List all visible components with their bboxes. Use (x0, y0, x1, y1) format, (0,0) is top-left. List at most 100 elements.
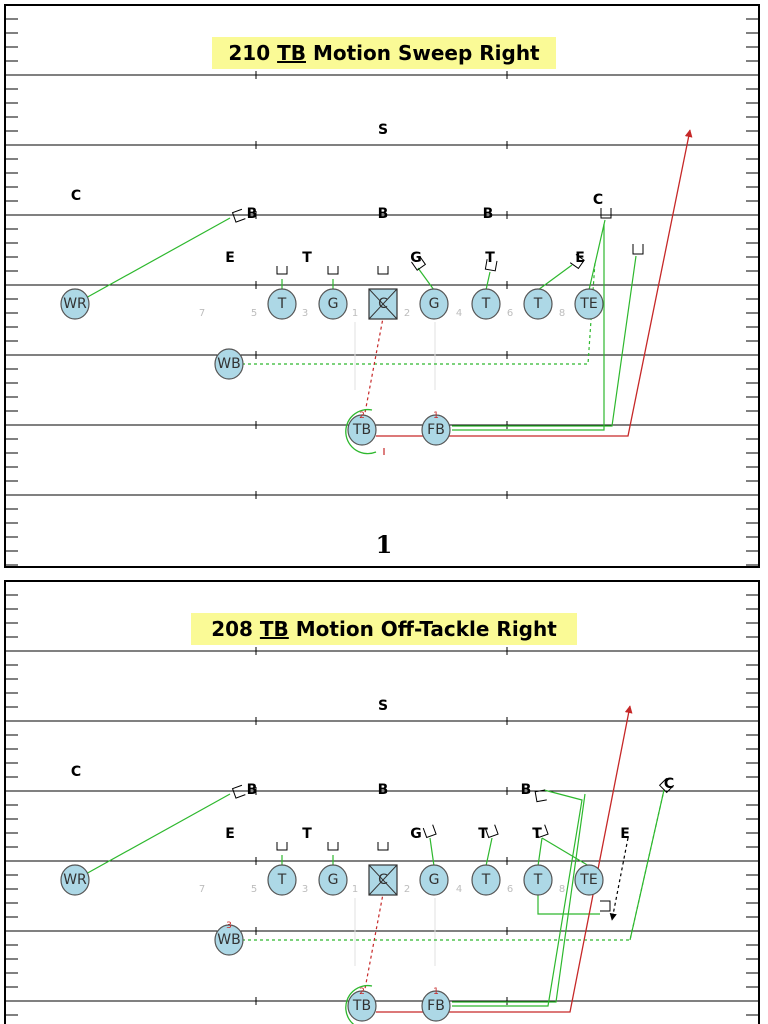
block-bracket (231, 208, 246, 223)
defender-e-right: E (575, 250, 585, 266)
block-bracket (327, 266, 339, 275)
player-circle (421, 414, 451, 446)
hole-number: 5 (251, 308, 257, 319)
center-cross (368, 864, 398, 896)
defender-c-left: C (71, 764, 81, 780)
player-label: WB (217, 932, 240, 948)
player-label: FB (427, 998, 445, 1014)
player-g-lg: G (318, 288, 348, 320)
player-label: G (328, 872, 339, 888)
player-label: G (429, 872, 440, 888)
title-ball-carrier: TB (277, 41, 306, 65)
title-background (212, 37, 556, 69)
player-circle (419, 864, 449, 896)
hole-number: 2 (404, 884, 410, 895)
player-order-number: 1 (433, 987, 439, 997)
block-bracket (377, 266, 389, 275)
defender-t-left: T (302, 250, 312, 266)
block-bracket (534, 824, 549, 839)
hole-number: 7 (199, 884, 205, 895)
title-ball-carrier: TB (260, 617, 289, 641)
title-space (306, 41, 313, 65)
player-label: WB (217, 356, 240, 372)
defender-b-left: B (247, 206, 258, 222)
player-wr: WR (60, 864, 90, 896)
field-panel-1 (4, 4, 760, 568)
defender-g: G (410, 250, 422, 266)
player-tb: TB2 (347, 987, 377, 1022)
hole-number: 1 (352, 308, 358, 319)
end-read-path (609, 837, 629, 921)
player-fb: FB1 (421, 987, 451, 1022)
player-g-rg: G (419, 864, 449, 896)
hole-number: 8 (559, 308, 565, 319)
title-number: 210 (228, 41, 270, 65)
player-wb: WB3 (214, 921, 244, 956)
player-circle (419, 288, 449, 320)
wb-kick-path (629, 789, 665, 941)
player-order-number: 2 (359, 987, 365, 997)
player-circle (421, 990, 451, 1022)
title-rest: Motion Off-Tackle Right (296, 617, 557, 641)
player-label: G (328, 296, 339, 312)
snap-path (363, 317, 384, 419)
defender-b-right: B (483, 206, 494, 222)
player-circle (318, 288, 348, 320)
block-bracket (569, 254, 585, 270)
player-label: T (481, 872, 491, 888)
tb-motion-arc (345, 984, 373, 1024)
defender-s: S (378, 122, 388, 138)
center-cross (368, 288, 398, 320)
player-label: G (429, 296, 440, 312)
player-order-number: 3 (226, 921, 232, 931)
block-bracket (276, 266, 288, 275)
player-label: T (533, 872, 543, 888)
player-circle (214, 924, 244, 956)
block-bracket (327, 842, 339, 851)
rt-block-path (485, 271, 491, 291)
title-text: 210 TB Motion Sweep Right (228, 41, 540, 65)
block-bracket (658, 777, 675, 794)
tb-run-path (376, 129, 693, 437)
block-bracket (484, 259, 498, 272)
wing-block-path (537, 837, 543, 867)
hole-number: 3 (302, 308, 308, 319)
defender-b-left: B (247, 782, 258, 798)
block-bracket (231, 784, 246, 799)
title-space (253, 617, 260, 641)
hole-number: 4 (456, 884, 462, 895)
hole-number: 6 (507, 884, 513, 895)
defender-c-left: C (71, 188, 81, 204)
wing-kick-path (537, 894, 600, 915)
fb-lead-path-2 (452, 255, 637, 427)
block-bracket (534, 789, 547, 803)
rg-block-path (417, 267, 435, 291)
play-title: 208 TB Motion Off-Tackle Right (191, 613, 577, 645)
defender-t-right: T (478, 826, 488, 842)
defender-c-right: C (664, 776, 674, 792)
player-circle (214, 348, 244, 380)
player-circle (471, 864, 501, 896)
hole-number: 8 (559, 884, 565, 895)
fb-lead-path-2 (452, 793, 586, 1003)
defender-e-left: E (225, 826, 235, 842)
player-label: T (277, 296, 287, 312)
player-tb: TB2 (347, 411, 377, 446)
hole-number: 1 (352, 884, 358, 895)
title-number: 208 (211, 617, 253, 641)
hole-number: 6 (507, 308, 513, 319)
tb-motion-arc (345, 408, 377, 455)
title-space (270, 41, 277, 65)
snap-path (363, 893, 384, 995)
player-circle (574, 288, 604, 320)
player-t-lt: T (267, 864, 297, 896)
page-number: 1 (376, 530, 393, 559)
player-label: TE (579, 296, 597, 312)
block-bracket (484, 824, 499, 839)
block-bracket (377, 842, 389, 851)
defender-b-mid: B (378, 206, 389, 222)
block-bracket (600, 208, 612, 219)
defender-e-left: E (225, 250, 235, 266)
fb-lead-path (452, 224, 605, 431)
